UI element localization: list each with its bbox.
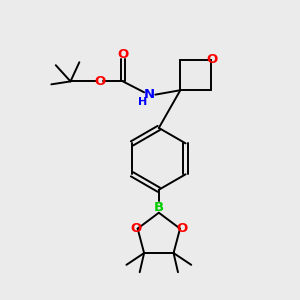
Text: O: O — [117, 47, 128, 61]
Text: O: O — [207, 53, 218, 66]
Text: O: O — [94, 75, 106, 88]
Text: H: H — [138, 97, 148, 107]
Text: O: O — [176, 222, 187, 235]
Text: B: B — [154, 201, 164, 214]
Text: N: N — [144, 88, 155, 100]
Text: O: O — [130, 222, 142, 235]
